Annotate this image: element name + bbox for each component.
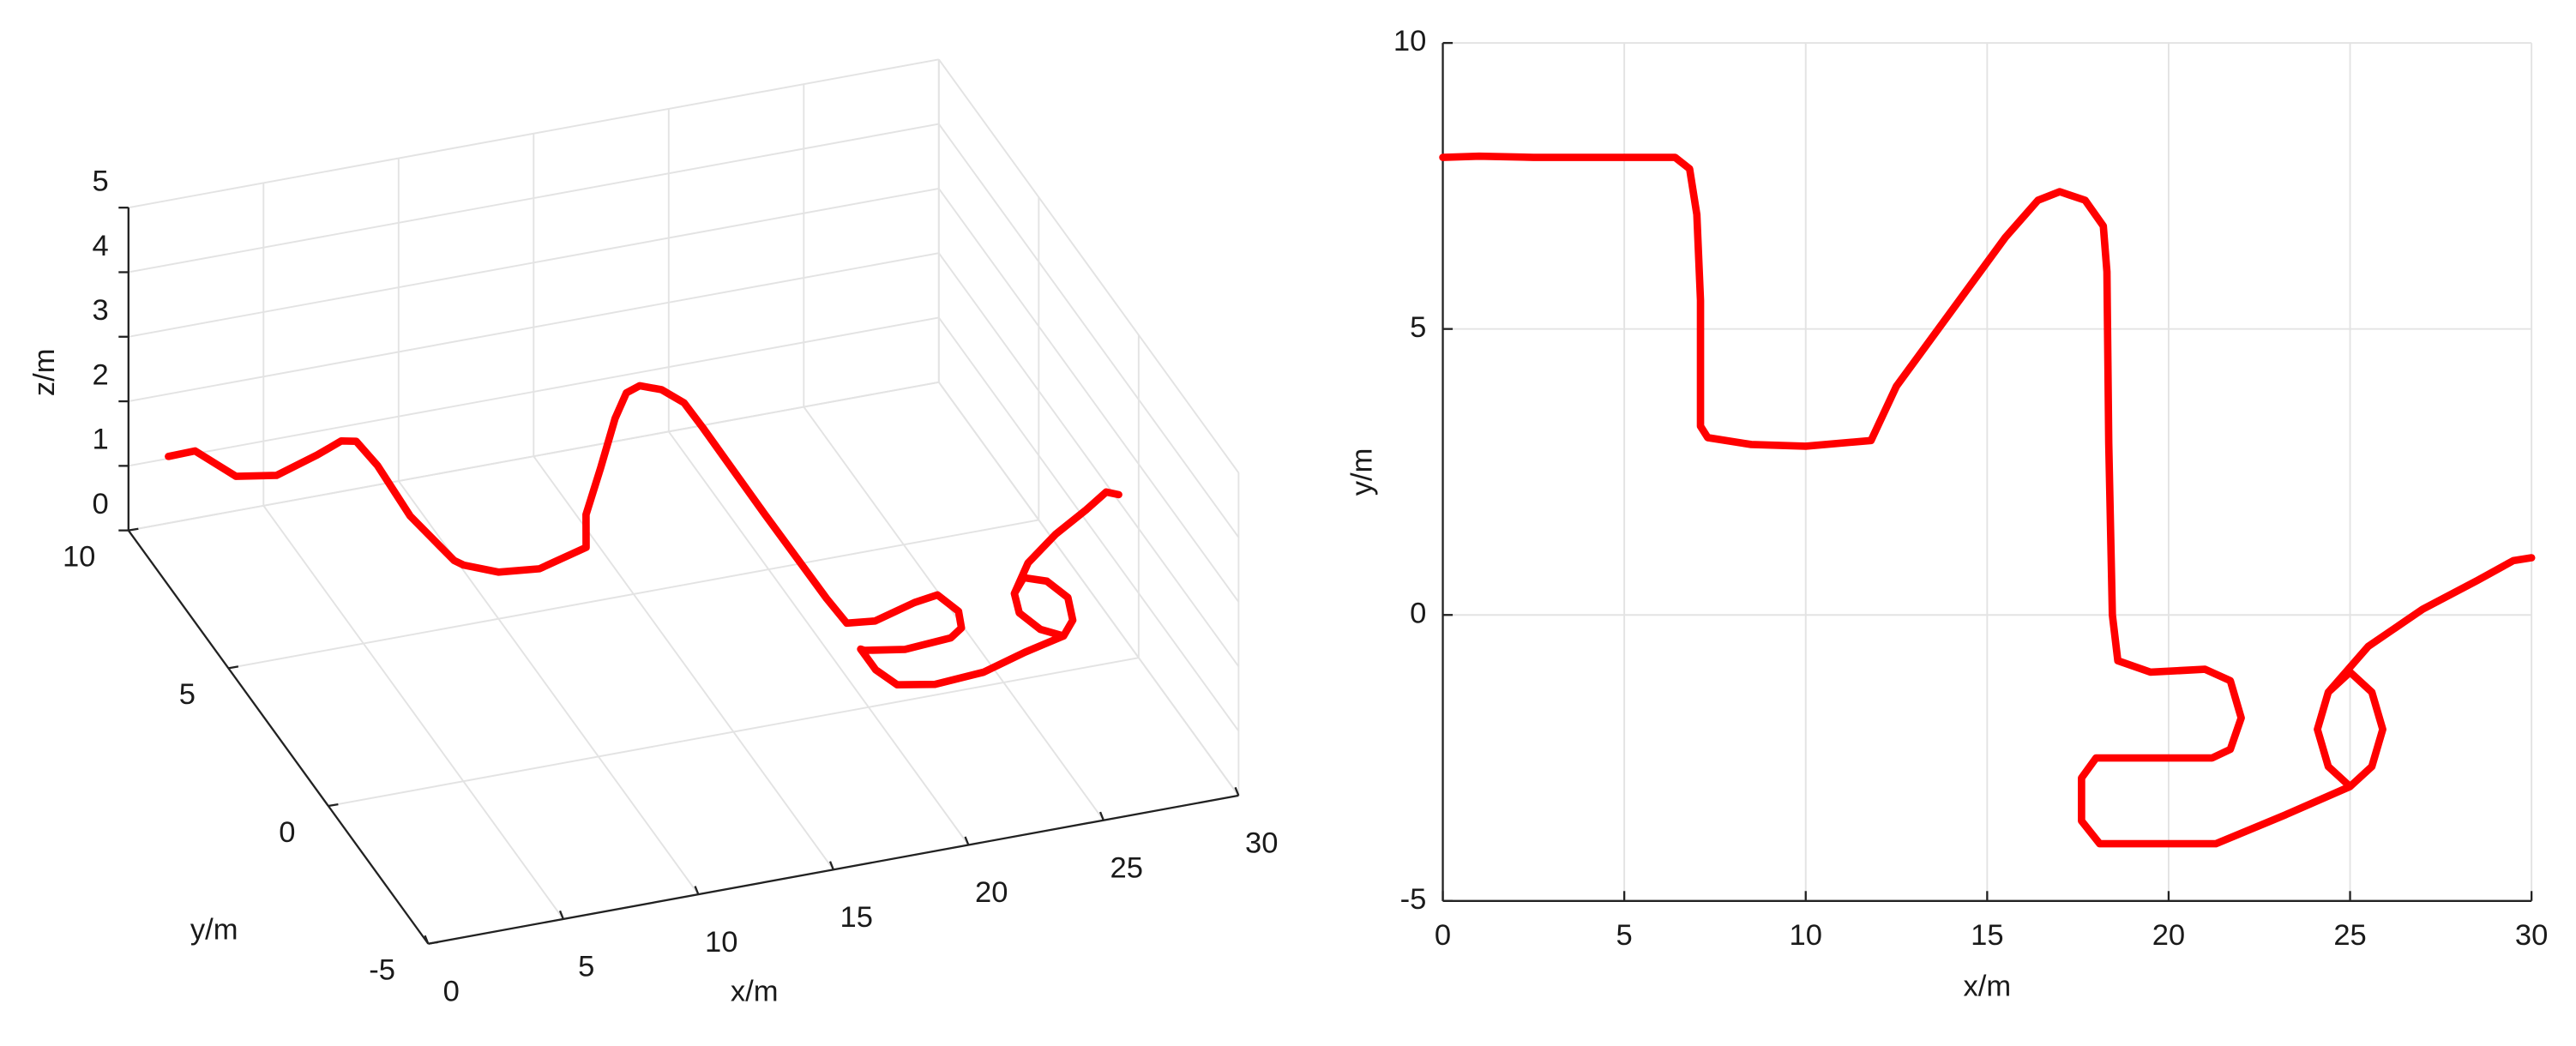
x-tick-label: 25 (2333, 919, 2366, 952)
grid-line (128, 381, 939, 532)
plot-3d: 0 5 10 15 20 25 30 -5 0 5 10 0 1 2 3 4 5 x/m y/m z/m (28, 58, 1278, 1007)
grid-line (262, 505, 564, 920)
z-tick-label: 3 (93, 294, 109, 327)
x-tick-label: 10 (1790, 919, 1822, 952)
x-tick (694, 886, 700, 895)
x-tick-label: 30 (2515, 919, 2548, 952)
grid-line (128, 58, 939, 209)
x-tick (424, 935, 430, 945)
x-tick (1234, 786, 1240, 797)
grid-line (938, 252, 1240, 667)
z-tick-label: 2 (93, 358, 109, 391)
x-tick-label: 25 (1110, 851, 1143, 884)
grid-line (938, 382, 1240, 797)
x-tick (1098, 811, 1104, 821)
y-tick (328, 803, 339, 808)
x-tick-label: 5 (1616, 919, 1633, 952)
grid-line (128, 252, 939, 403)
x-tick-label: 20 (975, 876, 1008, 909)
y-axis (127, 529, 430, 945)
grid-line (938, 123, 1240, 538)
z-tick-label: 1 (93, 424, 109, 456)
x-tick (828, 861, 834, 870)
y-tick-label: 0 (1410, 597, 1426, 629)
z-tick-label: 5 (93, 165, 109, 197)
grid-line (328, 657, 1140, 807)
x-tick-label: 0 (1435, 919, 1451, 952)
x-tick-label: 5 (578, 951, 594, 983)
x-tick (558, 910, 564, 920)
x-tick (964, 836, 970, 845)
y-tick-label: 5 (1410, 311, 1426, 344)
grid-line (128, 187, 939, 338)
y-tick-label: -5 (369, 954, 395, 987)
y-axis-label: y/m (190, 913, 238, 946)
y-axis-label: y/m (1345, 448, 1378, 496)
z-tick-label: 4 (93, 230, 109, 262)
y-tick-label: 10 (1393, 25, 1426, 57)
trajectory-2d (1439, 152, 2536, 848)
grid-line (938, 188, 1240, 603)
x-tick-label: 0 (443, 975, 460, 1007)
grid-line (128, 123, 939, 274)
grid-line (668, 430, 970, 846)
y-tick (128, 527, 139, 532)
y-tick (428, 941, 439, 945)
grid-line (803, 406, 1104, 821)
x-tick-label: 15 (840, 901, 873, 934)
y-tick-label: 0 (279, 816, 295, 849)
grid-line (533, 455, 834, 870)
grid-line (398, 480, 700, 895)
x-tick-label: 30 (1245, 827, 1278, 860)
grid-line (128, 316, 939, 467)
x-tick-label: 10 (705, 926, 737, 959)
grid-line (938, 58, 1240, 473)
x-tick-label: 15 (1971, 919, 2003, 952)
y-tick-label: 5 (179, 678, 196, 711)
x-axis-label: x/m (1964, 971, 2012, 1003)
x-tick-label: 20 (2152, 919, 2185, 952)
z-axis-label: z/m (28, 348, 61, 396)
grid-line (938, 316, 1240, 732)
y-tick-label: -5 (1400, 883, 1427, 916)
x-axis-label: x/m (731, 975, 779, 1007)
grid-line (228, 519, 1039, 670)
trajectory-3d (165, 382, 1122, 688)
z-tick-label: 0 (93, 488, 109, 520)
y-tick (228, 665, 239, 670)
y-tick-label: 10 (63, 540, 95, 573)
